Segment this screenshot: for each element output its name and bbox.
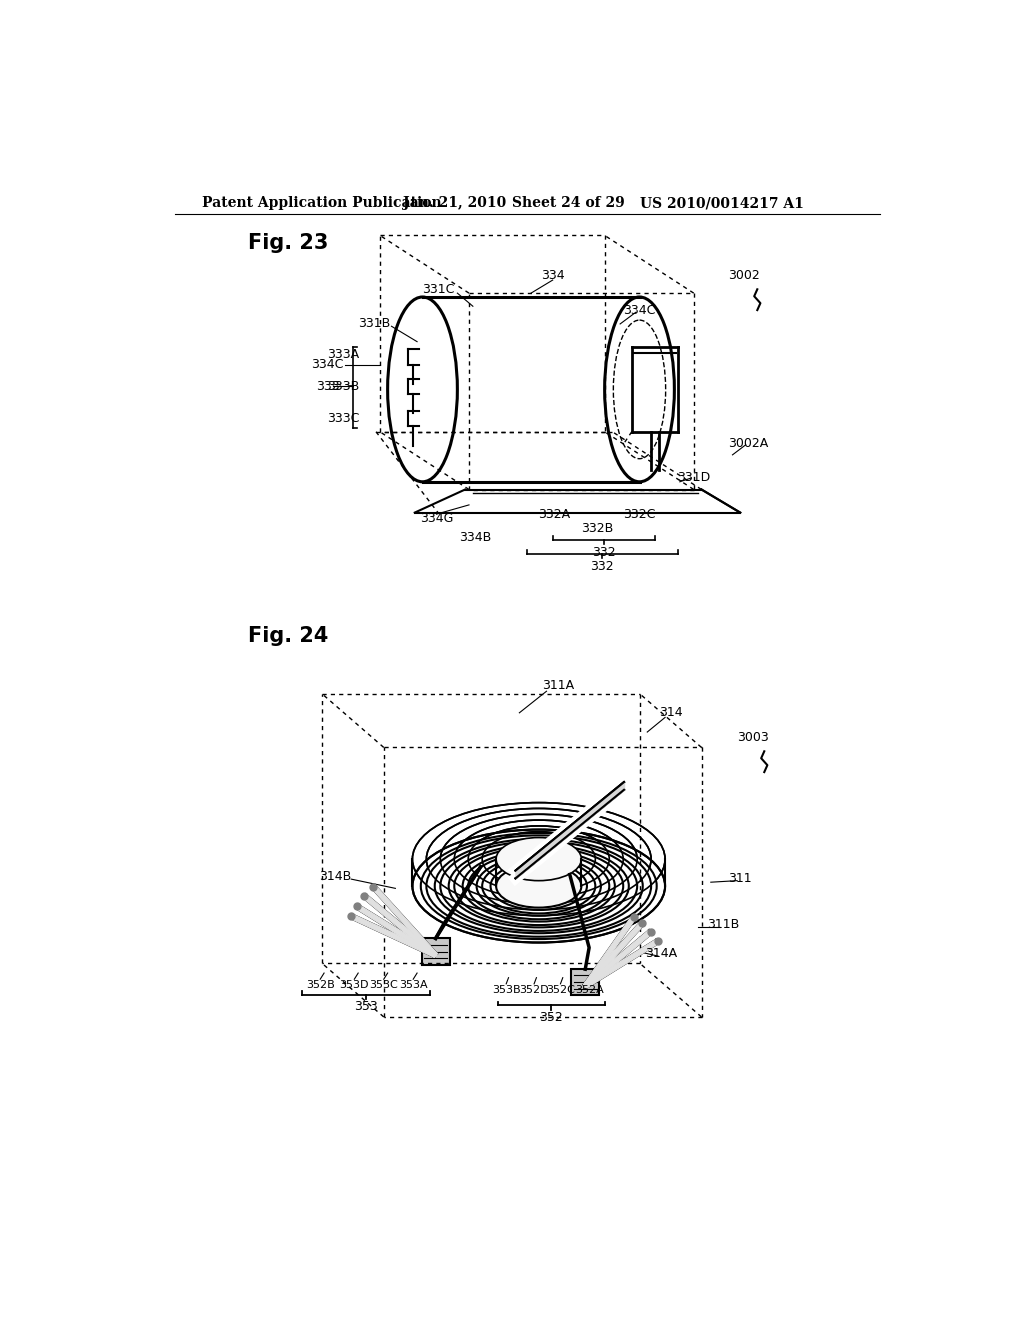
Text: 334: 334 <box>541 269 564 282</box>
Text: 333B: 333B <box>328 380 359 393</box>
Text: 352: 352 <box>540 1011 563 1024</box>
Polygon shape <box>584 940 658 989</box>
Text: 332A: 332A <box>539 508 570 520</box>
Polygon shape <box>584 921 644 987</box>
Text: Fig. 23: Fig. 23 <box>248 234 329 253</box>
Text: 311: 311 <box>728 871 752 884</box>
Text: 333: 333 <box>316 380 340 393</box>
Text: US 2010/0014217 A1: US 2010/0014217 A1 <box>640 197 804 210</box>
Polygon shape <box>584 929 652 987</box>
Ellipse shape <box>476 857 601 916</box>
Text: 331B: 331B <box>358 317 390 330</box>
Text: Sheet 24 of 29: Sheet 24 of 29 <box>512 197 625 210</box>
Text: 334B: 334B <box>459 531 492 544</box>
Ellipse shape <box>421 833 656 939</box>
Text: 333A: 333A <box>328 348 359 362</box>
Text: 353A: 353A <box>399 979 427 990</box>
Text: 353C: 353C <box>370 979 398 990</box>
Text: 332B: 332B <box>581 521 613 535</box>
Polygon shape <box>350 915 436 957</box>
Text: 331D: 331D <box>677 471 711 484</box>
Ellipse shape <box>463 850 614 921</box>
Text: 3002A: 3002A <box>728 437 768 450</box>
Text: 353D: 353D <box>340 979 369 990</box>
Text: 331C: 331C <box>422 282 455 296</box>
Polygon shape <box>422 939 450 965</box>
Text: 332: 332 <box>591 560 614 573</box>
Text: 352A: 352A <box>574 985 603 995</box>
Text: 334C: 334C <box>624 304 655 317</box>
Text: 352B: 352B <box>306 979 335 990</box>
Text: 314: 314 <box>658 706 682 719</box>
Text: 334C: 334C <box>311 358 343 371</box>
Text: Fig. 24: Fig. 24 <box>248 626 329 645</box>
Text: 353: 353 <box>354 1001 378 1014</box>
Ellipse shape <box>496 838 582 880</box>
Text: 352C: 352C <box>546 985 574 995</box>
Ellipse shape <box>490 862 587 909</box>
Ellipse shape <box>449 845 629 928</box>
Text: 352D: 352D <box>519 985 549 995</box>
Ellipse shape <box>435 840 643 933</box>
Text: Patent Application Publication: Patent Application Publication <box>202 197 441 210</box>
Polygon shape <box>355 904 437 957</box>
Text: 353B: 353B <box>492 985 520 995</box>
Text: 3003: 3003 <box>737 731 769 744</box>
Text: 311B: 311B <box>708 917 739 931</box>
Text: Jan. 21, 2010: Jan. 21, 2010 <box>403 197 507 210</box>
Polygon shape <box>584 916 636 987</box>
Text: 3002: 3002 <box>728 269 760 282</box>
Text: 311A: 311A <box>542 680 574 693</box>
Text: 332: 332 <box>592 546 615 560</box>
Polygon shape <box>372 886 437 957</box>
Polygon shape <box>571 969 599 995</box>
Text: 332C: 332C <box>624 508 655 520</box>
Text: 314B: 314B <box>318 870 351 883</box>
Ellipse shape <box>496 865 582 908</box>
Text: 314A: 314A <box>645 948 677 961</box>
Text: 334G: 334G <box>420 512 454 525</box>
Text: 333C: 333C <box>328 412 359 425</box>
Polygon shape <box>362 894 437 957</box>
